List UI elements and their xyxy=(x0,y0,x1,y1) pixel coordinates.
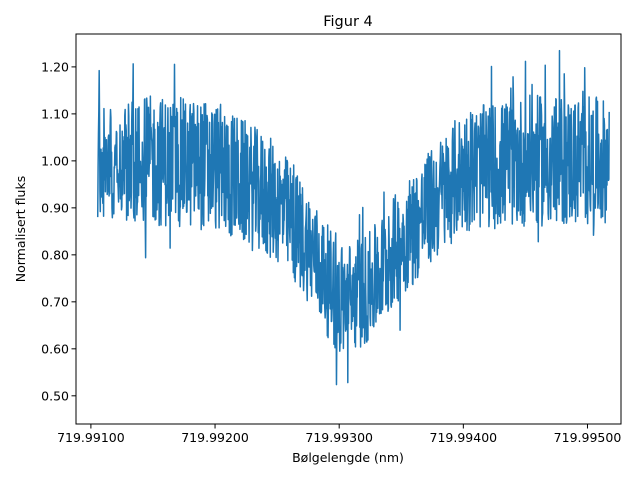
y-axis-label: Normalisert fluks xyxy=(13,176,28,282)
series-line xyxy=(96,49,610,386)
x-axis: 719.99100 719.99200 719.99300 719.99400 719.… xyxy=(57,424,621,445)
x-tick-label: 719.99200 xyxy=(181,430,249,445)
y-tick-label: 0.80 xyxy=(41,247,69,262)
y-tick-label: 0.60 xyxy=(41,341,69,356)
axes-frame xyxy=(75,33,622,425)
plot-area xyxy=(75,33,622,425)
y-tick-label: 0.70 xyxy=(41,294,69,309)
y-tick-label: 1.10 xyxy=(41,106,69,121)
y-tick-label: 1.20 xyxy=(41,59,69,74)
x-tick-label: 719.99100 xyxy=(57,430,125,445)
x-tick-label: 719.99400 xyxy=(430,430,498,445)
chart-title: Figur 4 xyxy=(323,14,373,30)
x-axis-label: Bølgelengde (nm) xyxy=(292,450,404,465)
y-axis: 0.50 0.60 0.70 0.80 0.90 1.00 1.10 1.20 xyxy=(41,59,76,403)
y-tick-label: 0.90 xyxy=(41,200,69,215)
series-line-group xyxy=(96,49,610,386)
y-tick-label: 0.50 xyxy=(41,388,69,403)
y-tick-label: 1.00 xyxy=(41,153,69,168)
x-tick-label: 719.99500 xyxy=(554,430,622,445)
x-tick-label: 719.99300 xyxy=(305,430,373,445)
